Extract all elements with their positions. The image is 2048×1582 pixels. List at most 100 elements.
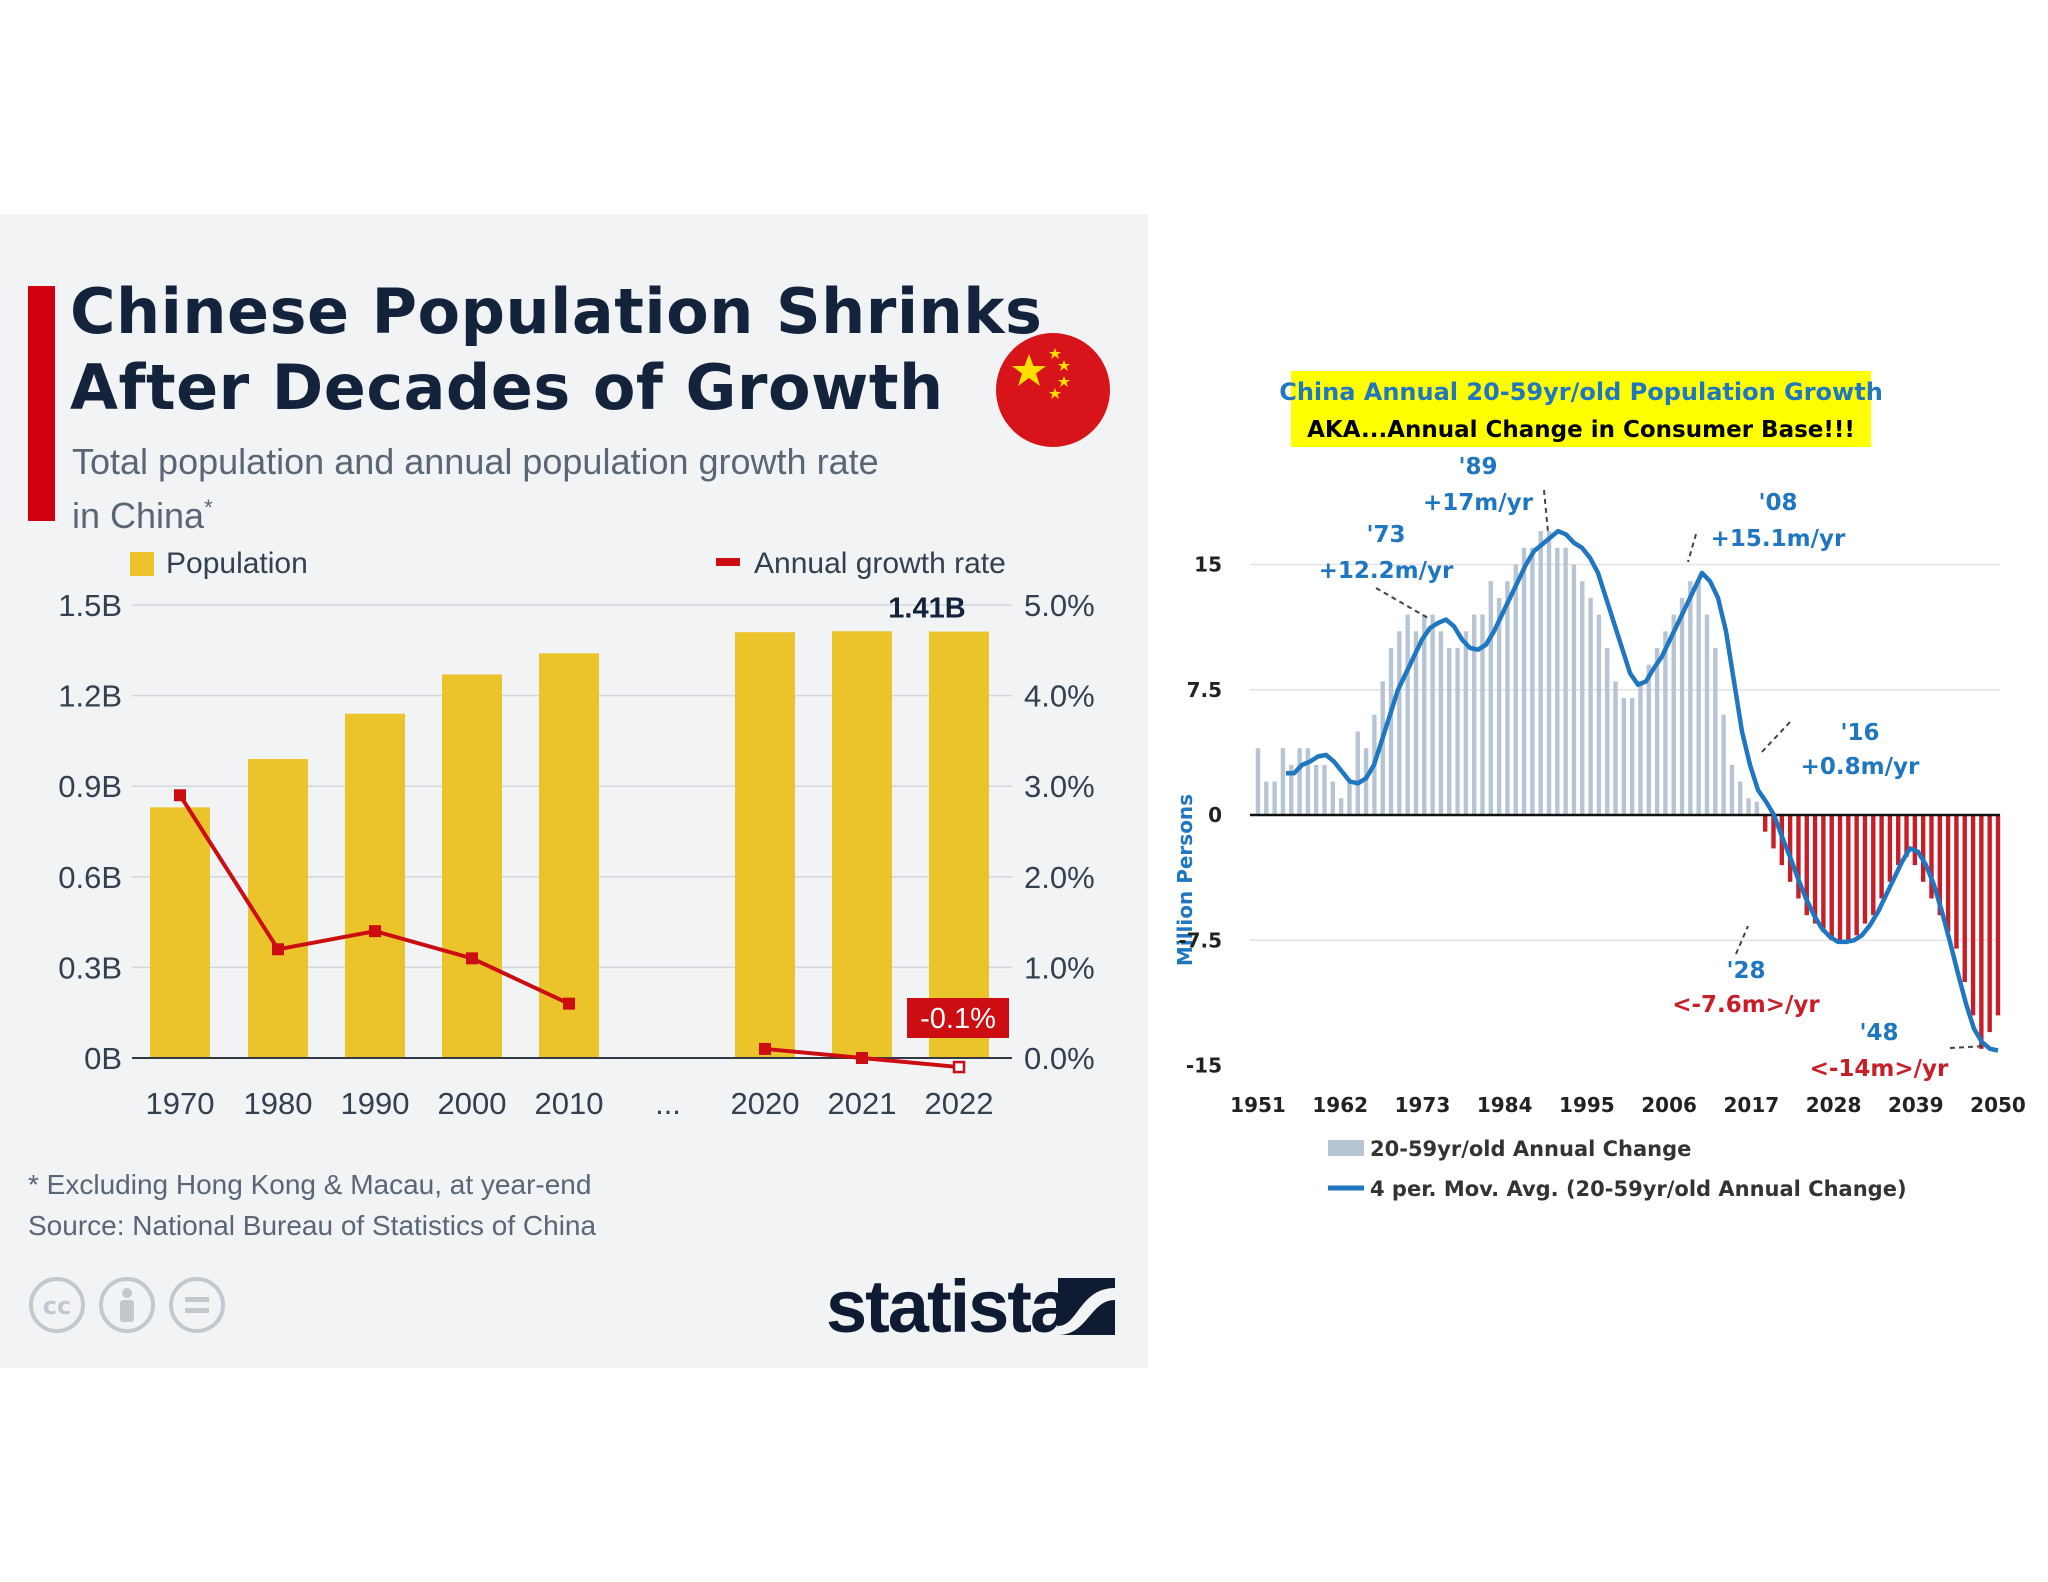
right-x-tick-label: 1995 [1559, 1093, 1615, 1117]
subtitle-footnote-mark: * [204, 495, 213, 520]
annual-change-bar [1397, 631, 1402, 815]
attribution-icon [99, 1277, 155, 1333]
annual-change-bar [1613, 681, 1618, 815]
x-tick-label: 2010 [535, 1086, 604, 1121]
annual-change-bar [1812, 815, 1818, 924]
annual-change-bar [1505, 581, 1510, 815]
annual-change-bar [1887, 815, 1893, 882]
annotation-year: '28 [1726, 958, 1765, 984]
annual-change-bar [1696, 581, 1701, 815]
right-x-tick-label: 2050 [1970, 1093, 2026, 1117]
annual-change-bar [1338, 798, 1344, 815]
annotation-year: '73 [1366, 522, 1405, 548]
right-x-tick-label: 2039 [1888, 1093, 1944, 1117]
annotation-value: +15.1m/yr [1711, 526, 1846, 552]
x-tick-label: 2022 [925, 1086, 994, 1121]
x-tick-label: 1990 [341, 1086, 410, 1121]
growth-value-badge [907, 998, 1009, 1038]
annual-change-bar [1979, 815, 1984, 1049]
legend-growth-swatch [716, 558, 740, 566]
annotation-arrow [1759, 721, 1791, 755]
annual-change-bar [1305, 748, 1311, 815]
annual-change-bar [1355, 731, 1360, 815]
right-x-tick-label: 1962 [1312, 1093, 1368, 1117]
population-bar [150, 807, 210, 1058]
annual-change-bar [1829, 815, 1834, 941]
x-tick-label: 2020 [731, 1086, 800, 1121]
population-bar [345, 713, 405, 1058]
growth-point [952, 1060, 966, 1074]
annual-change-bar [1430, 614, 1435, 815]
annual-change-bar [1796, 815, 1801, 899]
annual-change-bar [1762, 815, 1768, 832]
annotation-year: '16 [1840, 720, 1879, 746]
annual-change-bar [1380, 681, 1385, 815]
annual-change-bar [1688, 581, 1693, 815]
right-x-tick-label: 2028 [1806, 1093, 1862, 1117]
title-highlight [1291, 371, 1871, 447]
left-y-tick-label: 0.6B [58, 860, 122, 895]
legend-bars-label: 20-59yr/old Annual Change [1370, 1137, 1691, 1161]
left-y-tick-label: 1.2B [58, 679, 122, 714]
right-y-tick-label: 15 [1194, 553, 1222, 577]
annual-change-bar [1995, 815, 2001, 1016]
right-y-tick-label: 7.5 [1187, 678, 1222, 702]
annual-change-bar [1771, 815, 1776, 849]
left-y-tick-label: 0B [84, 1041, 122, 1076]
right-annotations: '73 +12.2m/yr '89 +17m/yr '08 +15.1m/yr '16 +0.… [1319, 454, 1987, 1082]
annual-change-bar [1255, 748, 1261, 815]
footnote: * Excluding Hong Kong & Macau, at year-e… [28, 1169, 592, 1200]
right-y-tick-label: 4.0% [1024, 679, 1095, 714]
infographic-subtitle: Total population and annual population g… [72, 439, 1022, 539]
annual-change-bar [1954, 815, 1959, 949]
annual-change-bar [1912, 815, 1918, 866]
population-bar [735, 632, 795, 1058]
moving-average-line [1286, 528, 1999, 1053]
annual-change-bar [1513, 564, 1518, 815]
annual-change-bar [1754, 801, 1760, 815]
creative-commons-icons: cc [29, 1277, 225, 1333]
annual-change-bar [1846, 815, 1851, 941]
right-y-tick-label: 1.0% [1024, 950, 1095, 985]
right-x-tick-label: 2017 [1723, 1093, 1779, 1117]
annual-change-bar [1521, 547, 1527, 815]
annual-change-bar [1871, 815, 1876, 916]
annotation-value: <-7.6m>/yr [1672, 992, 1820, 1018]
growth-point [856, 1052, 868, 1064]
right-y-tick-label: 5.0% [1024, 588, 1095, 623]
annual-change-bar [1987, 815, 1992, 1033]
left-y-tick-label: 0.9B [58, 769, 122, 804]
growth-point [369, 925, 381, 938]
annual-change-bar [1538, 531, 1543, 815]
legend-line-label: 4 per. Mov. Avg. (20-59yr/old Annual Cha… [1370, 1177, 1907, 1201]
left-axis-labels: 0B 0.3B 0.6B 0.9B 1.2B 1.5B 0.0% 1.0% 2.0% 3.0% 4.… [58, 588, 1094, 1121]
right-y-tick-label: 3.0% [1024, 769, 1095, 804]
right-title-line-1: China Annual 20-59yr/old Population Grow… [1279, 378, 1883, 406]
growth-point [759, 1042, 771, 1055]
title-line-2: After Decades of Growth [70, 351, 944, 424]
annotation-year: '08 [1758, 490, 1797, 516]
annual-change-bar [1480, 614, 1485, 815]
x-tick-label: 2000 [438, 1086, 507, 1121]
source-note: Source: National Bureau of Statistics of… [28, 1210, 597, 1241]
annual-change-bar [1663, 631, 1668, 815]
right-y-tick-label: -7.5 [1178, 928, 1222, 952]
annual-change-bar [1314, 764, 1319, 815]
growth-point [272, 943, 284, 956]
right-axis-labels: 15 7.5 0 -7.5 -15 1951 1962 1973 1984 1995 2006 201… [1178, 553, 2026, 1118]
cc-icon: cc [29, 1277, 85, 1333]
annotation-value: +12.2m/yr [1319, 558, 1454, 584]
annual-change-bar [1289, 764, 1294, 815]
infographic-title: Chinese Population Shrinks After Decades… [70, 274, 1042, 426]
annotation-value: +17m/yr [1423, 490, 1534, 516]
annual-change-bar [1746, 798, 1751, 815]
annual-change-bar [1413, 631, 1419, 815]
population-bar [539, 653, 599, 1058]
annual-change-bar [1970, 815, 1976, 1016]
annual-change-bar [1679, 597, 1685, 815]
annual-change-bar [1920, 815, 1926, 882]
annual-change-bar [1455, 648, 1460, 815]
growth-point [466, 952, 478, 965]
left-y-tick-label: 0.3B [58, 950, 122, 985]
population-bar [832, 631, 892, 1058]
